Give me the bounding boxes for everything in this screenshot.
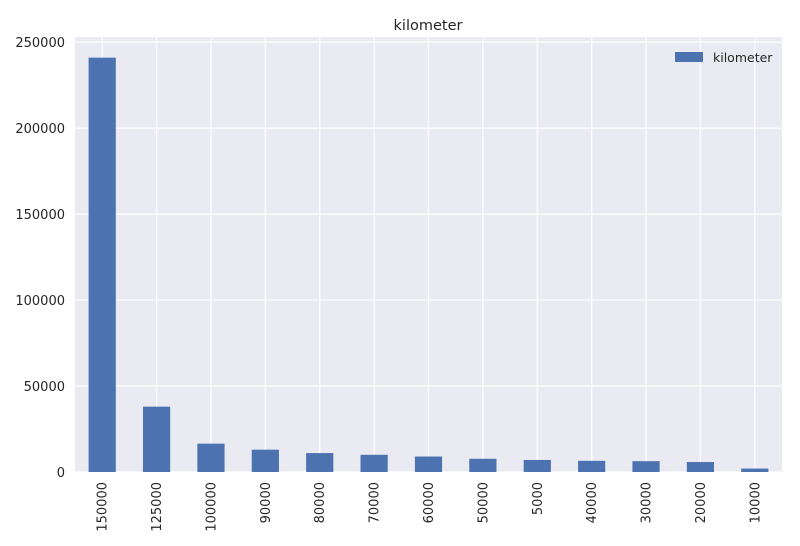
bar <box>632 461 660 472</box>
bar <box>88 57 116 472</box>
y-tick-label: 200000 <box>15 122 65 137</box>
bar <box>523 459 551 472</box>
x-tick-label: 125000 <box>150 482 165 532</box>
chart-title: kilometer <box>394 18 463 34</box>
bar <box>469 458 497 472</box>
x-tick-label: 40000 <box>585 482 600 523</box>
bar <box>360 454 388 472</box>
bar <box>686 462 715 472</box>
x-tick-label: 70000 <box>368 482 383 523</box>
legend-label: kilometer <box>713 50 773 65</box>
x-tick-label: 80000 <box>313 482 328 523</box>
bar <box>306 453 334 472</box>
x-tick-label: 50000 <box>476 482 491 523</box>
y-axis-ticks: 0 50000 100000 150000 200000 250000 <box>15 36 65 481</box>
x-tick-label: 30000 <box>640 482 655 523</box>
bars <box>88 57 769 472</box>
y-tick-label: 150000 <box>15 208 65 223</box>
bar <box>197 443 225 472</box>
x-tick-label: 60000 <box>422 482 437 523</box>
x-tick-label: 10000 <box>748 482 763 523</box>
grid-lines <box>75 37 782 473</box>
y-tick-label: 100000 <box>15 294 65 309</box>
bar <box>251 449 279 472</box>
bar <box>578 460 606 472</box>
x-axis-ticks: 150000 125000 100000 90000 80000 70000 60000 50… <box>96 482 764 532</box>
legend-swatch <box>675 52 703 62</box>
x-tick-label: 100000 <box>204 482 219 532</box>
x-tick-label: 5000 <box>531 482 546 515</box>
y-tick-label: 250000 <box>15 36 65 51</box>
x-tick-label: 20000 <box>694 482 709 523</box>
y-tick-label: 50000 <box>24 380 65 395</box>
bar <box>414 456 443 472</box>
bar <box>741 468 769 472</box>
x-tick-label: 150000 <box>96 482 111 532</box>
bar <box>142 406 171 472</box>
legend: kilometer <box>675 50 773 65</box>
x-tick-label: 90000 <box>259 482 274 523</box>
y-tick-label: 0 <box>57 466 65 481</box>
